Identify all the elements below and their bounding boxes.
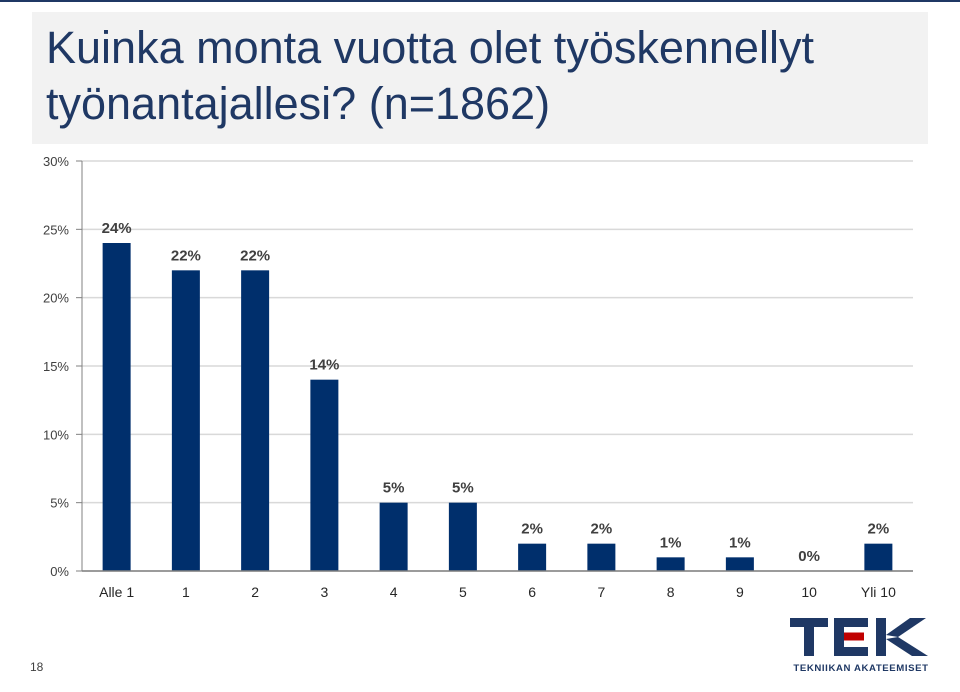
tek-logo-subtitle: TEKNIIKAN AKATEEMISET [793, 663, 928, 674]
y-tick-label: 10% [43, 427, 69, 442]
data-label: 1% [660, 534, 682, 551]
tek-logo: TEKNIIKAN AKATEEMISET [790, 618, 928, 674]
slide-title: Kuinka monta vuotta olet työskennellyt t… [46, 22, 814, 129]
top-rule [0, 0, 960, 2]
x-tick-label: 7 [597, 584, 605, 600]
bar [310, 379, 339, 571]
bar [379, 502, 408, 571]
bar [448, 502, 477, 571]
x-tick-label: 10 [801, 584, 817, 600]
bar [725, 557, 754, 571]
y-tick-label: 0% [50, 564, 69, 579]
data-label: 0% [798, 548, 820, 565]
x-tick-label: Yli 10 [861, 584, 896, 600]
bar [241, 270, 270, 571]
y-tick-label: 30% [43, 154, 69, 169]
data-label: 2% [591, 521, 613, 538]
bar [171, 270, 200, 571]
x-tick-label: 9 [736, 584, 744, 600]
y-tick-label: 20% [43, 291, 69, 306]
tek-logo-mark [790, 618, 928, 656]
y-tick-label: 5% [50, 496, 69, 511]
x-tick-label: 4 [390, 584, 398, 600]
data-label: 2% [521, 521, 543, 538]
y-tick-label: 25% [43, 222, 69, 237]
x-tick-label: Alle 1 [99, 584, 134, 600]
x-tick-label: 6 [528, 584, 536, 600]
x-tick-label: 8 [667, 584, 675, 600]
x-tick-label: 1 [182, 584, 190, 600]
data-label: 5% [452, 480, 474, 497]
bar [518, 543, 547, 571]
y-tick-label: 15% [43, 359, 69, 374]
data-label: 14% [309, 357, 339, 374]
x-tick-label: 5 [459, 584, 467, 600]
x-tick-label: 3 [320, 584, 328, 600]
data-label: 24% [102, 220, 132, 237]
data-label: 22% [240, 247, 270, 264]
data-label: 1% [729, 534, 751, 551]
page-number: 18 [30, 660, 44, 674]
bar [587, 543, 616, 571]
data-label: 22% [171, 247, 201, 264]
x-tick-label: 2 [251, 584, 259, 600]
data-label: 2% [868, 521, 890, 538]
bar [102, 243, 131, 571]
data-label: 5% [383, 480, 405, 497]
title-box: Kuinka monta vuotta olet työskennellyt t… [32, 12, 928, 144]
bar [656, 557, 685, 571]
bar [864, 543, 893, 571]
